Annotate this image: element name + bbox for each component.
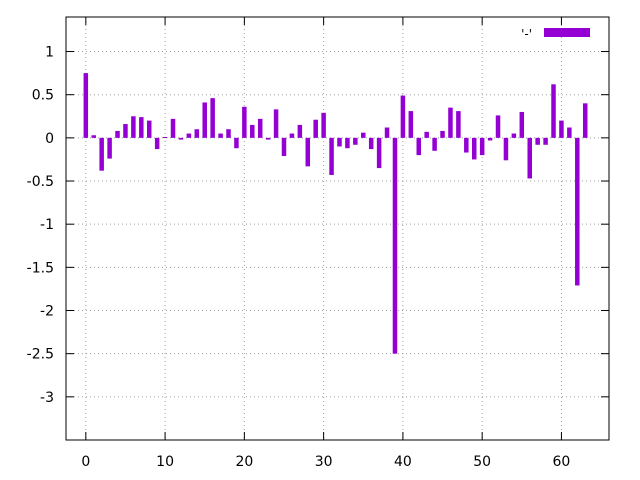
bar xyxy=(257,118,263,138)
plot-frame xyxy=(65,16,610,441)
y-tick-label: -1.5 xyxy=(27,260,54,276)
bar xyxy=(83,73,89,138)
bar xyxy=(210,98,215,138)
bar xyxy=(495,115,501,138)
bar xyxy=(432,137,437,151)
bar xyxy=(289,133,295,138)
legend-swatch xyxy=(544,28,590,37)
x-tick-label: 30 xyxy=(315,454,333,470)
bar xyxy=(329,137,334,175)
y-tick-label: 0.5 xyxy=(32,88,54,104)
x-tick-label: 60 xyxy=(553,454,571,470)
bar xyxy=(559,120,564,138)
bar xyxy=(337,137,342,147)
x-tick-label: 40 xyxy=(394,454,412,470)
bar xyxy=(368,137,374,150)
bar xyxy=(424,131,429,138)
bar xyxy=(281,137,287,156)
bar xyxy=(400,95,406,138)
bar xyxy=(194,129,200,138)
bar xyxy=(519,111,525,138)
bar xyxy=(250,124,255,138)
bar xyxy=(440,130,445,138)
bar xyxy=(242,106,247,138)
bar xyxy=(91,135,96,138)
bar xyxy=(551,84,556,138)
bar xyxy=(582,103,588,138)
bar xyxy=(218,133,223,138)
bar xyxy=(313,119,318,138)
bars xyxy=(83,73,588,354)
x-tick-label: 10 xyxy=(156,454,174,470)
bar xyxy=(115,130,120,138)
x-tick-label: 0 xyxy=(81,454,90,470)
y-tick-label: -1 xyxy=(40,217,54,233)
bar xyxy=(464,137,469,153)
bar xyxy=(178,137,184,140)
legend: '-' xyxy=(521,27,590,41)
bar xyxy=(448,107,453,138)
bar xyxy=(131,116,136,138)
bar xyxy=(479,137,485,156)
y-tick-label: -3 xyxy=(40,390,54,406)
bar xyxy=(146,120,152,138)
bar xyxy=(321,112,326,138)
y-tick-label: 0 xyxy=(45,131,54,147)
bar xyxy=(535,137,540,145)
bar xyxy=(527,137,532,179)
legend-label: '-' xyxy=(521,27,532,41)
bar xyxy=(123,124,128,138)
bar xyxy=(353,137,358,145)
bar xyxy=(234,137,239,149)
y-tick-label: -0.5 xyxy=(27,174,54,190)
axis-ticks: 1 0.5 0 -0.5 -1 -1.5 -2 -2.5 -3 0 10 20 30 40 50 60 xyxy=(27,17,609,470)
bar xyxy=(162,136,168,138)
bar xyxy=(345,137,350,149)
bar xyxy=(265,137,271,140)
x-tick-label: 20 xyxy=(235,454,253,470)
bar xyxy=(376,137,382,169)
y-tick-label: 1 xyxy=(45,45,54,61)
y-tick-label: -2.5 xyxy=(27,347,54,363)
bar xyxy=(575,137,580,286)
bar xyxy=(567,127,572,138)
x-tick-label: 50 xyxy=(473,454,491,470)
bar xyxy=(273,109,279,138)
bar xyxy=(392,137,398,354)
bar xyxy=(511,133,517,138)
bar xyxy=(487,137,493,141)
bar xyxy=(226,129,231,138)
bar xyxy=(456,111,461,138)
bar xyxy=(186,133,192,138)
bar xyxy=(107,137,112,159)
bar xyxy=(361,132,366,138)
bar xyxy=(139,117,144,138)
bar xyxy=(202,102,207,138)
bar xyxy=(297,124,303,138)
bar xyxy=(471,137,477,160)
grid-lines xyxy=(66,17,609,440)
bar xyxy=(503,137,509,161)
bar xyxy=(384,127,390,138)
bar xyxy=(154,137,160,150)
bar xyxy=(408,111,414,138)
bar xyxy=(416,137,422,156)
y-tick-label: -2 xyxy=(40,304,54,320)
bar xyxy=(170,118,176,138)
bar xyxy=(305,137,311,167)
bar xyxy=(99,137,104,171)
bar xyxy=(543,137,548,145)
